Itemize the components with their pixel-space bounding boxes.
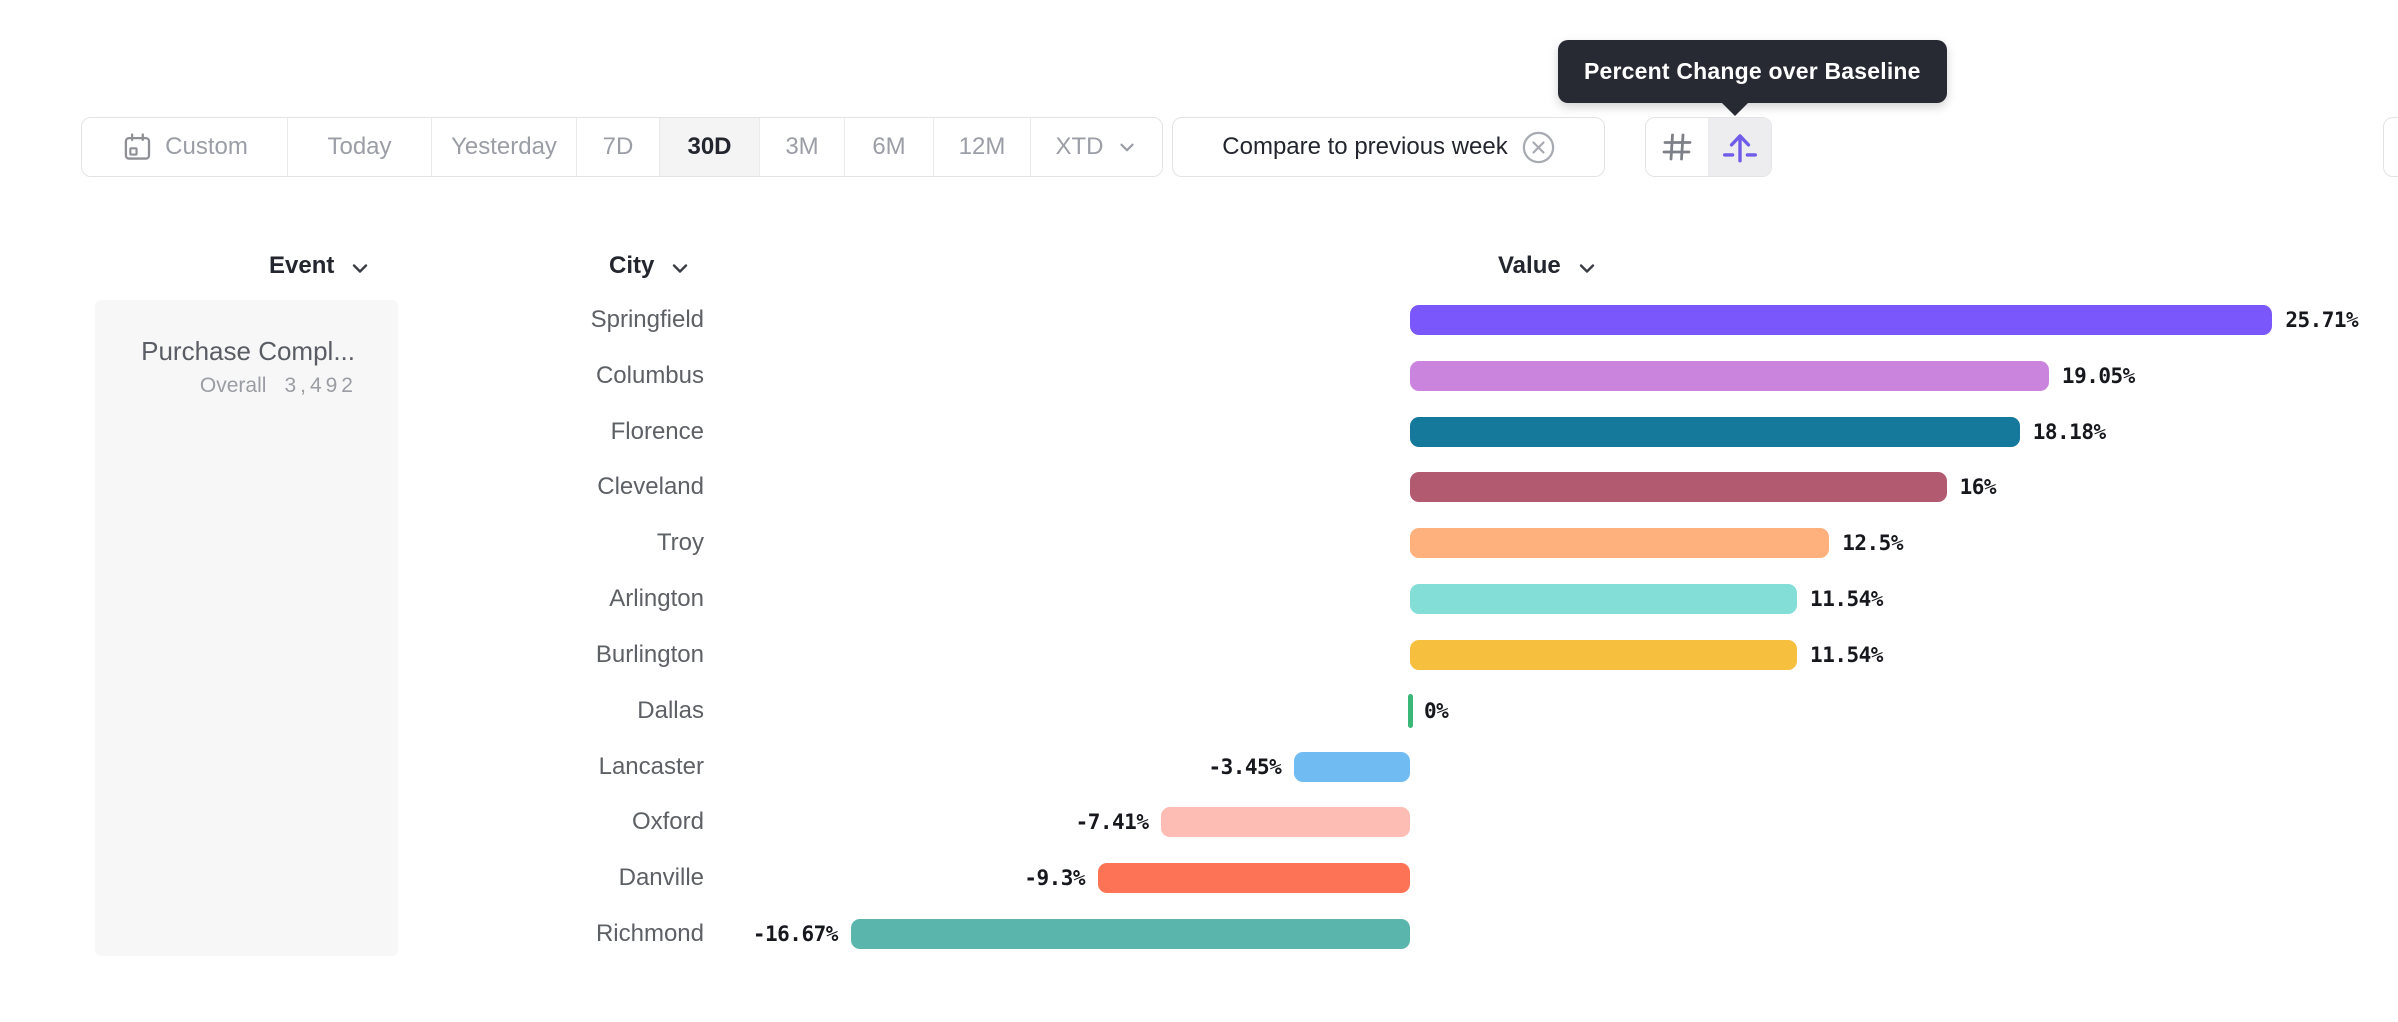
calendar-icon (124, 133, 151, 160)
bar[interactable] (1410, 639, 1798, 670)
date-range-custom[interactable]: Custom (82, 118, 288, 176)
date-range-3m[interactable]: 3M (760, 118, 845, 176)
column-header-value[interactable]: Value (1498, 248, 1599, 284)
bar[interactable] (1410, 528, 1830, 559)
chevron-down-icon (1119, 143, 1134, 152)
date-range-12m[interactable]: 12M (934, 118, 1031, 176)
date-range-30d[interactable]: 30D (660, 118, 760, 176)
bar-value-label: 12.5% (1842, 531, 1903, 556)
bar[interactable] (1410, 360, 2049, 391)
bar[interactable] (1098, 863, 1410, 894)
bar[interactable] (1161, 807, 1410, 838)
date-range-6m[interactable]: 6M (845, 118, 934, 176)
date-range-label: Today (327, 133, 392, 160)
chevron-down-icon (1579, 263, 1594, 273)
bar-value-label: 11.54% (1810, 587, 1883, 612)
date-range-label: XTD (1055, 133, 1104, 160)
date-range-label: 7D (602, 133, 634, 160)
column-header-value-label: Value (1498, 252, 1561, 279)
bar-value-label: 19.05% (2061, 363, 2135, 388)
bar-value-label: 0% (1424, 698, 1449, 723)
chevron-down-icon (673, 263, 688, 273)
date-range-xtd[interactable]: XTD (1031, 118, 1162, 176)
tooltip-text: Percent Change over Baseline (1584, 58, 1921, 84)
overall-value: 3,492 (284, 374, 357, 397)
partial-button[interactable] (2383, 117, 2398, 177)
date-range-picker: Custom Today Yesterday 7D 30D 3M 6M 12M XTD (81, 117, 1163, 177)
bar-value-label: 16% (1959, 475, 1997, 500)
column-header-city-label: City (609, 252, 655, 279)
toolbar: Custom Today Yesterday 7D 30D 3M 6M 12M XTD Comp… (0, 117, 2398, 177)
bar-value-label: -9.3% (1024, 866, 1086, 891)
bar[interactable] (1294, 751, 1410, 782)
circle-x-icon[interactable] (1522, 131, 1555, 164)
overall-label: Overall (199, 374, 267, 397)
date-range-label: 6M (872, 133, 906, 160)
bar[interactable] (1408, 693, 1413, 728)
bar-value-label: 25.71% (2285, 308, 2359, 332)
bar[interactable] (1410, 584, 1798, 615)
date-range-label: Yesterday (451, 133, 557, 160)
event-overall: Overall 3,492 (115, 374, 357, 398)
column-header-event[interactable]: Event (269, 248, 372, 284)
bar[interactable] (1410, 305, 2273, 335)
tooltip: Percent Change over Baseline (1558, 40, 1947, 116)
percent-baseline-arrow-icon (1722, 134, 1757, 163)
bar-value-label: -7.41% (1075, 810, 1149, 835)
date-range-7d[interactable]: 7D (577, 118, 660, 176)
date-range-label: 12M (958, 133, 1006, 160)
date-range-yesterday[interactable]: Yesterday (432, 118, 577, 176)
bar-value-label: -3.45% (1208, 754, 1282, 779)
column-header-city[interactable]: City (609, 248, 692, 284)
bar[interactable] (1410, 416, 2020, 447)
date-range-label: 3M (785, 133, 819, 160)
column-header-event-label: Event (269, 252, 335, 279)
bar-value-label: 11.54% (1810, 642, 1883, 667)
tooltip-arrow-icon (1721, 102, 1749, 116)
value-display-toggle (1645, 117, 1772, 177)
percent-change-baseline-button[interactable] (1708, 118, 1771, 176)
event-name: Purchase Compl... (141, 336, 355, 366)
bar[interactable] (1410, 472, 1947, 503)
absolute-values-button[interactable] (1646, 118, 1709, 176)
hash-icon (1662, 133, 1692, 161)
event-card[interactable]: Purchase Compl... Overall 3,492 (95, 300, 398, 956)
bar[interactable] (850, 919, 1410, 950)
bar-value-label: -16.67% (752, 922, 839, 947)
date-range-today[interactable]: Today (288, 118, 432, 176)
chevron-down-icon (353, 263, 368, 273)
compare-chip-label: Compare to previous week (1222, 133, 1508, 160)
date-range-label: 30D (687, 133, 732, 160)
bar-value-label: 18.18% (2032, 419, 2106, 444)
compare-chip[interactable]: Compare to previous week (1172, 117, 1605, 177)
date-range-label: Custom (165, 133, 248, 160)
